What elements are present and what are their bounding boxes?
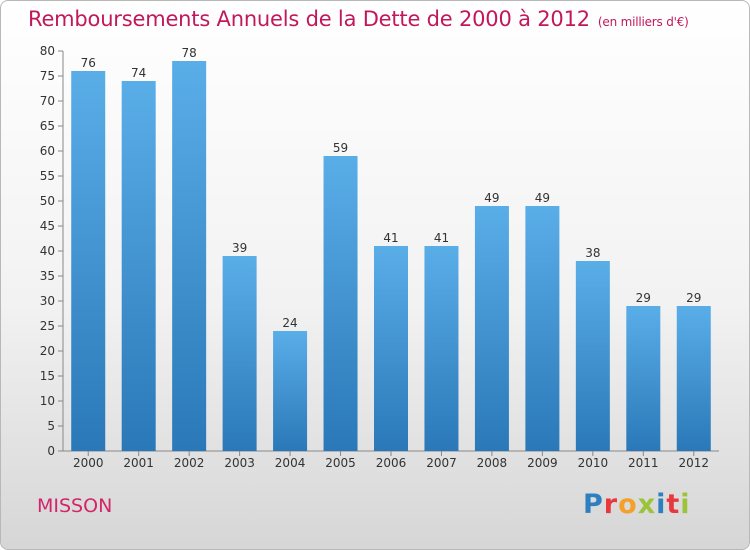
bar	[222, 256, 257, 451]
y-tick-label: 20	[40, 344, 55, 358]
axes: 0 5 10 15 20 25 30 35 40 45 50 55 60 65 70 75 80 2000 2001…	[40, 44, 719, 470]
logo-letter: o	[618, 489, 638, 520]
bar	[525, 206, 560, 451]
y-tick-label: 40	[40, 244, 55, 258]
bar	[626, 306, 661, 451]
proxiti-logo[interactable]: Proxiti	[583, 489, 691, 520]
x-tick-label: 2006	[376, 456, 407, 470]
x-tick-label: 2007	[426, 456, 457, 470]
bar	[575, 261, 610, 451]
logo-letter: r	[603, 489, 619, 520]
x-tick-label: 2012	[678, 456, 709, 470]
bar	[121, 81, 156, 451]
x-tick-label: 2011	[628, 456, 659, 470]
bar-value-label: 41	[383, 231, 398, 245]
bar	[424, 246, 459, 451]
bar-value-label: 59	[333, 141, 348, 155]
chart-subtitle: (en milliers d'€)	[597, 15, 689, 29]
y-tick-label: 60	[40, 144, 55, 158]
y-tick-label: 15	[40, 369, 55, 383]
y-tick-label: 10	[40, 394, 55, 408]
bars: 76 74 78 39 24 59 41 41 49 49 38 29 29	[71, 46, 711, 451]
y-tick-label: 55	[40, 169, 55, 183]
logo-letter: x	[637, 489, 657, 520]
logo-letter: P	[583, 489, 604, 520]
x-tick-label: 2004	[275, 456, 306, 470]
x-tick-label: 2010	[578, 456, 609, 470]
bar-value-label: 49	[535, 191, 550, 205]
y-tick-label: 50	[40, 194, 55, 208]
y-tick-label: 65	[40, 119, 55, 133]
chart-title: Remboursements Annuels de la Dette de 20…	[28, 7, 689, 31]
y-tick-label: 25	[40, 319, 55, 333]
bar-value-label: 49	[484, 191, 499, 205]
bar-value-label: 41	[434, 231, 449, 245]
y-tick-label: 30	[40, 294, 55, 308]
y-tick-label: 70	[40, 94, 55, 108]
bar-value-label: 29	[686, 291, 701, 305]
bar-value-label: 24	[282, 316, 297, 330]
bar-value-label: 39	[232, 241, 247, 255]
y-tick-label: 35	[40, 269, 55, 283]
logo-letter: t	[666, 489, 681, 520]
bar	[323, 156, 358, 451]
y-tick-label: 45	[40, 219, 55, 233]
x-tick-label: 2005	[325, 456, 356, 470]
place-name: MISSON	[37, 495, 113, 517]
bar	[374, 246, 408, 451]
bar-value-label: 74	[131, 66, 146, 80]
x-tick-label: 2009	[527, 456, 558, 470]
x-tick-label: 2008	[477, 456, 508, 470]
logo-letter: i	[680, 489, 691, 520]
bar	[71, 71, 106, 451]
bar	[172, 61, 207, 451]
x-tick-label: 2002	[174, 456, 205, 470]
x-tick-label: 2000	[73, 456, 104, 470]
bar-value-label: 29	[636, 291, 651, 305]
bar	[676, 306, 711, 451]
y-tick-label: 75	[40, 69, 55, 83]
y-tick-label: 0	[47, 444, 55, 458]
logo-letter: i	[656, 489, 667, 520]
y-tick-label: 80	[40, 44, 55, 58]
bar	[273, 331, 308, 451]
x-tick-label: 2001	[123, 456, 154, 470]
bar-value-label: 38	[585, 246, 600, 260]
chart-title-text: Remboursements Annuels de la Dette de 20…	[28, 7, 590, 31]
bar	[474, 206, 509, 451]
x-tick-label: 2003	[224, 456, 255, 470]
y-tick-label: 5	[47, 419, 55, 433]
bar-value-label: 76	[81, 56, 96, 70]
bar-value-label: 78	[182, 46, 197, 60]
